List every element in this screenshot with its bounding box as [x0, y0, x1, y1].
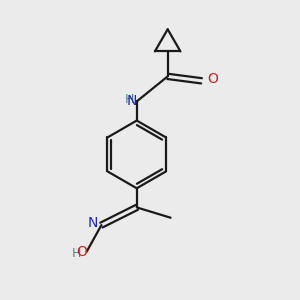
Text: N: N: [88, 216, 98, 230]
Text: O: O: [76, 244, 87, 259]
Text: N: N: [127, 94, 137, 108]
Text: H: H: [125, 93, 134, 106]
Text: O: O: [207, 72, 218, 86]
Text: H: H: [72, 247, 81, 260]
